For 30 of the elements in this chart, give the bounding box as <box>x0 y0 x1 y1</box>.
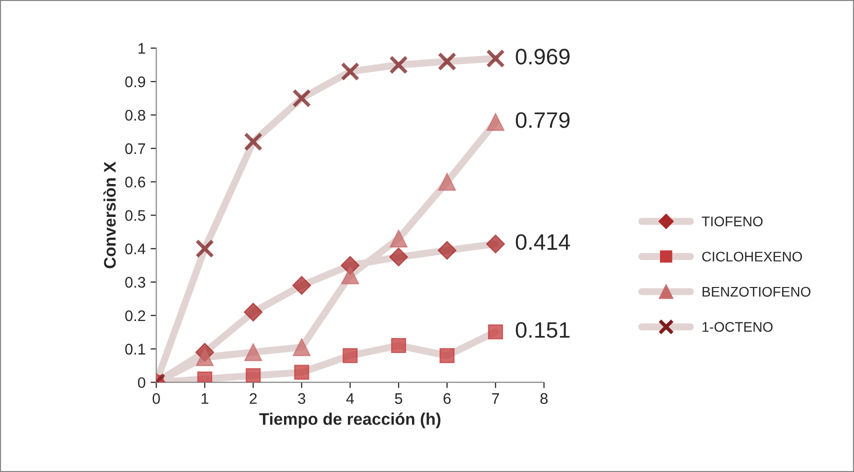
y-tick-label: 0.3 <box>125 276 146 288</box>
data-label: 0.151 <box>516 322 570 338</box>
legend-label: TIOFENO <box>702 216 763 226</box>
x-tick-label: 6 <box>444 393 451 404</box>
legend-label: 1-OCTENO <box>702 322 773 332</box>
y-tick-label: 0.1 <box>125 344 146 355</box>
y-tick-label: 0.2 <box>125 310 146 322</box>
x-axis-title: Tiempo de reacción (h) <box>259 412 440 428</box>
y-tick-label: 0 <box>138 377 146 388</box>
y-tick-label: 0.9 <box>125 76 146 88</box>
x-tick-label: 3 <box>298 393 306 404</box>
data-label: 0.414 <box>516 234 570 250</box>
y-tick-label: 0.4 <box>125 244 146 254</box>
x-tick-label: 2 <box>250 393 257 404</box>
legend-label: CICLOHEXENO <box>702 252 802 262</box>
legend-label: BENZOTIOFENO <box>702 286 810 297</box>
y-tick-label: 1 <box>138 43 146 54</box>
data-label: 0.779 <box>516 112 570 128</box>
x-tick-label: 7 <box>492 393 500 404</box>
data-label: 0.969 <box>516 48 570 64</box>
y-tick-label: 0.7 <box>125 143 146 154</box>
x-tick-label: 4 <box>346 393 354 404</box>
x-tick-label: 8 <box>540 393 548 404</box>
y-axis-title: Conversiòn X <box>103 162 116 268</box>
x-tick-label: 0 <box>152 393 160 404</box>
x-tick-label: 5 <box>394 393 402 404</box>
y-tick-label: 0.8 <box>125 110 146 121</box>
y-tick-label: 0.6 <box>125 176 146 188</box>
x-tick-label: 1 <box>202 393 208 404</box>
y-tick-label: 0.5 <box>125 210 146 221</box>
